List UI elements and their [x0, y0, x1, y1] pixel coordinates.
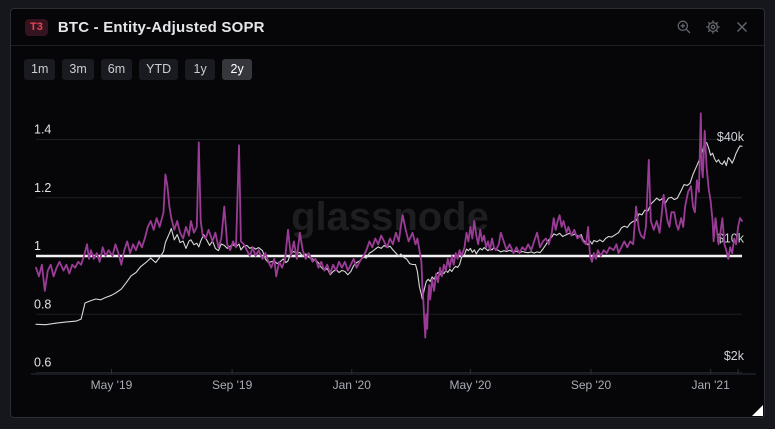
series-sopr — [35, 112, 743, 339]
range-button-3m[interactable]: 3m — [62, 59, 94, 80]
y-left-label: 1.4 — [34, 123, 51, 137]
x-axis-label: Sep '19 — [212, 378, 253, 392]
x-axis-label: May '20 — [450, 378, 492, 392]
widget-header: T3 BTC - Entity-Adjusted SOPR — [11, 9, 764, 46]
glassnode-watermark: glassnode — [291, 195, 489, 239]
zoom-in-icon[interactable] — [675, 19, 692, 36]
settings-gear-icon[interactable] — [704, 19, 721, 36]
x-axis-label: Jan '20 — [333, 378, 372, 392]
y-right-label: $2k — [724, 349, 745, 363]
series-price — [35, 142, 743, 326]
y-right-label: $40k — [717, 130, 745, 144]
sopr-price-chart[interactable]: glassnode May '19 Sep '19 Jan '20 May '20 Sep… — [11, 97, 765, 411]
close-icon[interactable] — [733, 19, 750, 36]
range-button-6m[interactable]: 6m — [100, 59, 133, 80]
range-button-2y[interactable]: 2y — [222, 59, 253, 80]
y-left-label: 0.8 — [34, 297, 51, 311]
y-left-label: 0.6 — [34, 356, 51, 370]
y-left-label: 1.2 — [34, 181, 51, 195]
time-range-toolbar: 1m 3m 6m YTD 1y 2y — [24, 59, 764, 80]
range-button-1m[interactable]: 1m — [24, 59, 56, 80]
resize-handle[interactable] — [752, 405, 763, 416]
x-axis-label: Jan '21 — [691, 378, 730, 392]
t3-badge: T3 — [25, 18, 48, 36]
x-axis-label: Sep '20 — [571, 378, 612, 392]
range-button-YTD[interactable]: YTD — [139, 59, 179, 80]
chart-widget-card: T3 BTC - Entity-Adjusted SOPR 1m — [10, 8, 765, 418]
range-button-1y[interactable]: 1y — [185, 59, 216, 80]
y-left-label: 1 — [34, 239, 41, 253]
x-axis-label: May '19 — [91, 378, 133, 392]
widget-title: BTC - Entity-Adjusted SOPR — [57, 18, 265, 36]
